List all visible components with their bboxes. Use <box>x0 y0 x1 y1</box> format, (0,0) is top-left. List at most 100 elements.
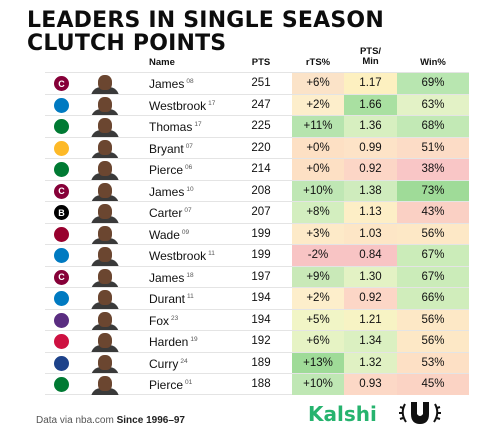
pts-value: 194 <box>251 292 271 304</box>
pts-per-min-value: 0.99 <box>344 137 397 158</box>
player-photo <box>88 116 122 137</box>
win-pct-value: 43% <box>397 202 469 223</box>
player-photo <box>88 288 122 309</box>
table-body: C James 08 251 +6% 1.17 69% Westbrook 17 2… <box>45 72 469 395</box>
player-photo <box>88 224 122 245</box>
pts-value: 208 <box>251 184 271 197</box>
pts-per-min-value: 1.21 <box>344 309 397 330</box>
player-name: Curry 24 <box>149 356 188 371</box>
rts-value: +0% <box>292 137 344 158</box>
footer-source: Data via nba.com Since 1996–97 <box>36 415 185 426</box>
win-pct-value: 56% <box>397 223 469 244</box>
pts-per-min-value: 1.03 <box>344 223 397 244</box>
rts-value: +2% <box>292 288 344 309</box>
table-row: Harden 19 192 +6% 1.34 56% <box>45 330 469 352</box>
table-row: Pierce 06 214 +0% 0.92 38% <box>45 158 469 180</box>
page-title: LEADERS IN SINGLE SEASON CLUTCH POINTS <box>27 9 384 55</box>
win-pct-value: 66% <box>397 288 469 309</box>
win-pct-value: 38% <box>397 159 469 180</box>
table-row: Durant 11 194 +2% 0.92 66% <box>45 287 469 309</box>
brand-logo: Kalshi <box>308 402 377 426</box>
pts-value: 247 <box>251 98 271 111</box>
table-row: Bryant 07 220 +0% 0.99 51% <box>45 136 469 159</box>
table-row: C James 18 197 +9% 1.30 67% <box>45 265 469 288</box>
nets-logo: B <box>54 205 69 220</box>
win-pct-value: 67% <box>397 266 469 287</box>
pts-per-min-value: 1.38 <box>344 180 397 201</box>
rts-value: +10% <box>292 180 344 201</box>
pts-value: 197 <box>251 270 271 283</box>
player-photo <box>88 202 122 223</box>
player-photo <box>88 73 122 94</box>
player-name: James 08 <box>149 77 194 91</box>
cavs-c-logo: C <box>54 76 69 91</box>
pts-value: 192 <box>251 335 271 347</box>
player-name: Pierce 06 <box>149 163 193 177</box>
pts-value: 199 <box>251 249 271 261</box>
pts-value: 194 <box>251 313 271 326</box>
player-name: Fox 23 <box>149 313 179 328</box>
rts-value: +10% <box>292 374 344 395</box>
player-photo <box>88 95 122 116</box>
rts-value: +2% <box>292 94 344 115</box>
player-name: Pierce 01 <box>149 378 193 392</box>
rts-value: +9% <box>292 266 344 287</box>
table-row: C James 10 208 +10% 1.38 73% <box>45 179 469 202</box>
pts-per-min-value: 0.92 <box>344 159 397 180</box>
header-pts: PTS <box>251 57 271 68</box>
pts-value: 207 <box>251 206 271 218</box>
player-photo <box>88 331 122 352</box>
player-name: Carter 07 <box>149 206 192 220</box>
cavs-c-logo: C <box>54 269 69 285</box>
rts-value: +8% <box>292 202 344 223</box>
since-text: Since 1996–97 <box>116 415 185 426</box>
header-pts-per-min: PTS/ Min <box>359 46 382 67</box>
pts-per-min-value: 0.92 <box>344 288 397 309</box>
player-photo <box>88 181 122 202</box>
pts-value: 225 <box>251 120 271 132</box>
rts-value: +6% <box>292 73 344 94</box>
player-photo <box>88 374 122 395</box>
win-pct-value: 67% <box>397 245 469 266</box>
pts-per-min-value: 1.66 <box>344 94 397 115</box>
player-name: James 10 <box>149 184 194 199</box>
player-name: Durant 11 <box>149 292 194 306</box>
kings-logo <box>54 312 69 328</box>
rts-value: -2% <box>292 245 344 266</box>
okc-logo <box>54 291 69 306</box>
win-pct-value: 56% <box>397 331 469 352</box>
win-pct-value: 56% <box>397 309 469 330</box>
table-row: Westbrook 11 199 -2% 0.84 67% <box>45 244 469 266</box>
header-rts: rTS% <box>305 57 331 68</box>
table-row: Thomas 17 225 +11% 1.36 68% <box>45 115 469 137</box>
player-name: Westbrook 17 <box>149 98 216 113</box>
header-name: Name <box>149 57 175 68</box>
win-pct-value: 69% <box>397 73 469 94</box>
table-header: Name PTS rTS% PTS/ Min Win% <box>45 44 469 72</box>
table-row: Curry 24 189 +13% 1.32 53% <box>45 351 469 374</box>
pts-value: 251 <box>251 77 271 89</box>
pts-per-min-value: 1.32 <box>344 352 397 373</box>
player-name: Bryant 07 <box>149 141 193 156</box>
heat-logo <box>54 226 69 242</box>
source-text: Data via nba.com <box>36 415 114 426</box>
rts-value: +11% <box>292 116 344 137</box>
pts-per-min-value: 0.84 <box>344 245 397 266</box>
player-photo <box>88 267 122 288</box>
rts-value: +13% <box>292 352 344 373</box>
pts-per-min-value: 1.30 <box>344 266 397 287</box>
player-photo <box>88 245 122 266</box>
pts-value: 189 <box>251 356 271 369</box>
table-row: B Carter 07 207 +8% 1.13 43% <box>45 201 469 223</box>
player-name: Thomas 17 <box>149 120 202 134</box>
pts-per-min-value: 1.13 <box>344 202 397 223</box>
rts-value: +3% <box>292 223 344 244</box>
win-pct-value: 63% <box>397 94 469 115</box>
table-row: Pierce 01 188 +10% 0.93 45% <box>45 373 469 395</box>
header-win: Win% <box>420 57 446 68</box>
player-photo <box>88 138 122 159</box>
celtics-logo <box>54 119 69 134</box>
win-pct-value: 45% <box>397 374 469 395</box>
player-name: James 18 <box>149 270 194 285</box>
cavs-c-logo: C <box>54 183 69 199</box>
